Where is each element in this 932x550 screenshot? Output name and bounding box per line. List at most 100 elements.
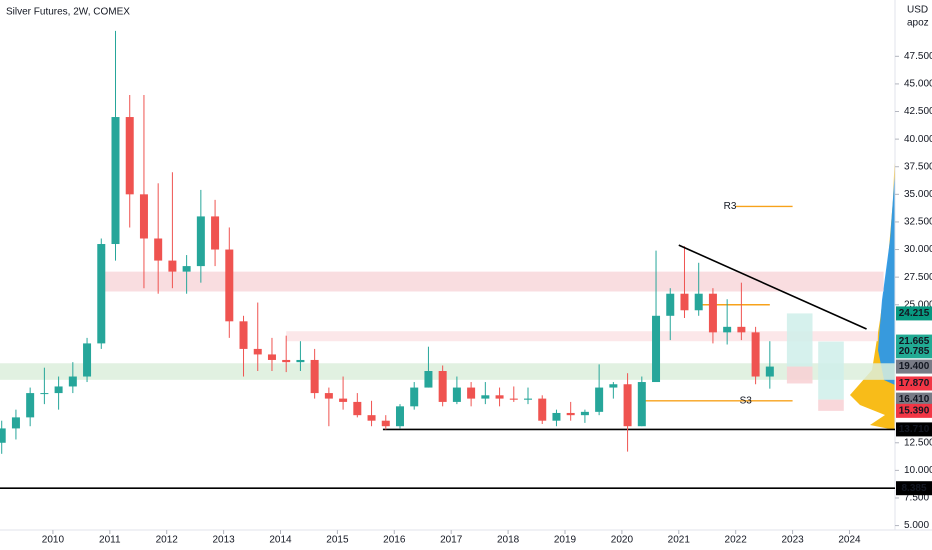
candle-body <box>708 293 717 333</box>
y-tick-label: 12.500 <box>904 437 932 448</box>
price-label-bg <box>896 392 932 407</box>
x-tick-label: 2015 <box>326 535 349 546</box>
candle-body <box>637 382 646 427</box>
candle-body <box>609 384 618 388</box>
x-tick-label: 2018 <box>497 535 520 546</box>
y-tick-label: 37.500 <box>904 161 932 172</box>
price-label-bg <box>896 344 932 359</box>
candle-body <box>40 393 49 395</box>
candle-body <box>410 387 419 407</box>
y-tick-label: 30.000 <box>904 244 932 255</box>
zone <box>0 363 895 380</box>
y-tick-label: 32.500 <box>904 217 932 228</box>
candle-body <box>765 366 774 377</box>
candle-body <box>239 321 248 349</box>
price-label: 21.665 <box>899 336 930 347</box>
currency: USD <box>907 5 928 16</box>
candle-body <box>111 117 120 245</box>
candle-body <box>566 412 575 416</box>
x-tick-label: 2023 <box>781 535 804 546</box>
candle-body <box>267 354 276 360</box>
candle-body <box>694 293 703 311</box>
candle-body <box>68 376 77 387</box>
price-label: 16.410 <box>899 394 930 405</box>
candle-body <box>97 244 106 344</box>
chart-title: Silver Futures, 2W, COMEX <box>6 7 130 18</box>
candle-body <box>595 387 604 412</box>
x-tick-label: 2020 <box>611 535 634 546</box>
price-label: 24.215 <box>899 308 930 319</box>
candle-body <box>296 359 305 363</box>
candle-body <box>666 293 675 316</box>
y-tick-label: 25.000 <box>904 299 932 310</box>
candle-body <box>253 348 262 355</box>
price-label-bg <box>896 481 932 496</box>
y-tick-label: 45.000 <box>904 79 932 90</box>
candle-body <box>723 326 732 333</box>
x-tick-label: 2019 <box>554 535 577 546</box>
y-tick-label: 10.000 <box>904 465 932 476</box>
candle-body <box>495 395 504 399</box>
candle-body <box>339 398 348 402</box>
price-label: 19.400 <box>899 361 930 372</box>
volume-profile-value-area <box>878 170 895 385</box>
x-tick-label: 2012 <box>156 535 179 546</box>
x-tick-label: 2021 <box>668 535 691 546</box>
x-tick-label: 2010 <box>42 535 65 546</box>
x-tick-label: 2013 <box>212 535 235 546</box>
candle-body <box>367 415 376 421</box>
candle-body <box>196 216 205 267</box>
candle-body <box>481 395 490 399</box>
candle-body <box>467 387 476 399</box>
y-tick-label: 40.000 <box>904 134 932 145</box>
candle-body <box>310 359 319 394</box>
zone <box>98 271 884 292</box>
candle-body <box>509 398 518 400</box>
price-label-bg <box>896 306 932 321</box>
y-tick-label: 35.000 <box>904 189 932 200</box>
zone <box>818 399 844 411</box>
price-label-bg <box>896 403 932 418</box>
candle-body <box>751 332 760 377</box>
candle-body <box>737 326 746 333</box>
candle-body <box>11 417 20 429</box>
candle-body <box>54 386 63 394</box>
candle-body <box>282 359 291 363</box>
candle-body <box>182 266 191 272</box>
price-label: 17.870 <box>899 378 930 389</box>
candle-body <box>452 387 461 402</box>
candle-body <box>623 384 632 427</box>
candle-body <box>395 406 404 427</box>
y-tick-label: 42.500 <box>904 106 932 117</box>
price-label: 20.785 <box>899 346 930 357</box>
price-label-bg <box>896 376 932 391</box>
candle-body <box>381 420 390 427</box>
price-label-bg <box>896 359 932 374</box>
y-tick-label: 27.500 <box>904 272 932 283</box>
trend-line <box>678 244 867 330</box>
x-tick-label: 2014 <box>269 535 292 546</box>
candle-body <box>139 194 148 239</box>
zone <box>786 313 813 367</box>
x-tick-label: 2017 <box>440 535 463 546</box>
candle-body <box>680 293 689 311</box>
level-label: S3 <box>740 395 753 406</box>
y-tick-label: 5.000 <box>904 520 929 531</box>
x-tick-label: 2022 <box>725 535 748 546</box>
candle-body <box>438 371 447 402</box>
author: apoz <box>907 18 929 29</box>
zone <box>818 341 844 400</box>
candle-body <box>538 398 547 421</box>
candle-body <box>225 249 234 322</box>
candle-body <box>211 216 220 250</box>
candle-body <box>154 238 163 261</box>
zone <box>786 366 813 384</box>
zone <box>286 331 878 342</box>
candle-body <box>580 411 589 416</box>
x-tick-label: 2016 <box>383 535 406 546</box>
y-tick-label: 7.500 <box>904 493 929 504</box>
y-tick-label: 47.500 <box>904 51 932 62</box>
candle-body <box>324 393 333 399</box>
candle-body <box>424 371 433 388</box>
